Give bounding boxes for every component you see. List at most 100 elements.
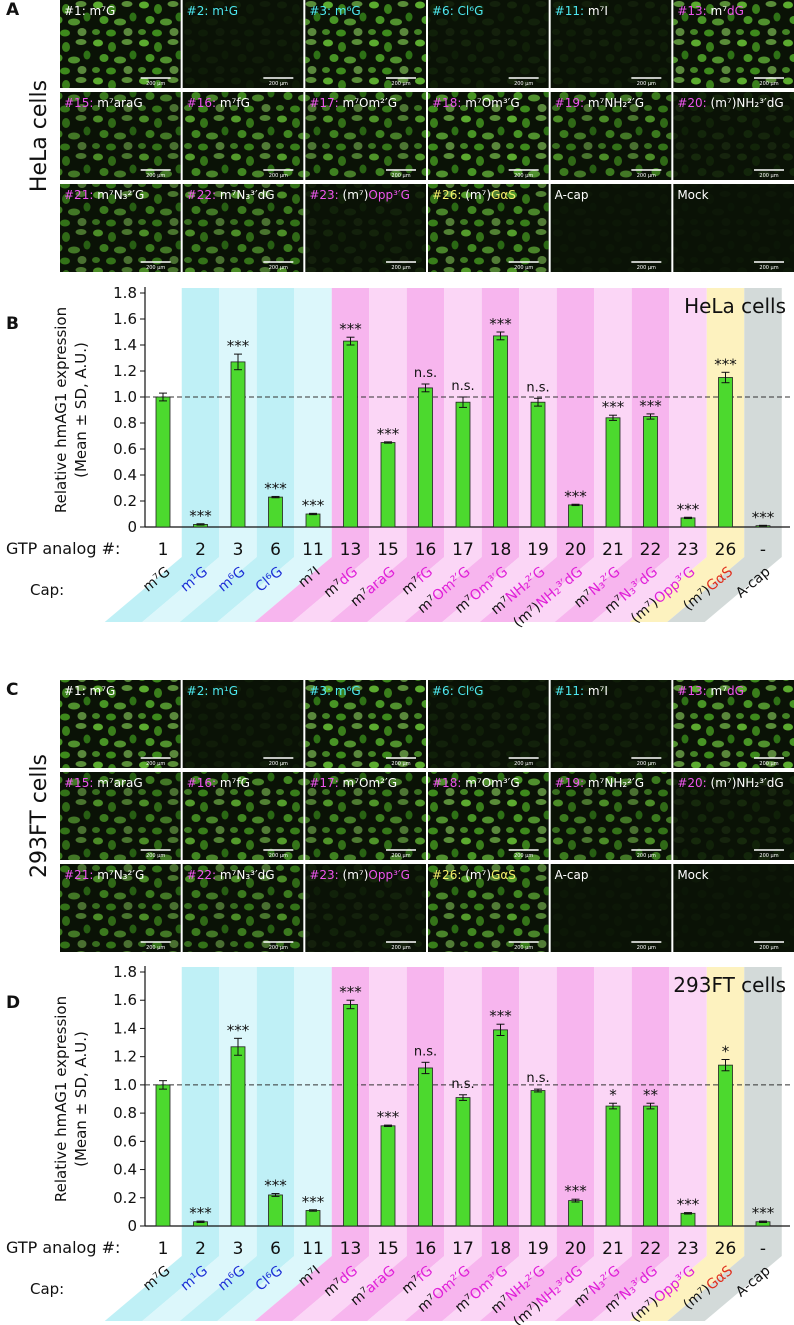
tile-label: #11: m⁷I xyxy=(555,684,608,698)
tile-texture xyxy=(428,184,549,272)
x-tick-label: 23 xyxy=(677,1239,699,1259)
label-segment: #22: xyxy=(187,868,216,882)
y-tick-label: 0.2 xyxy=(113,1189,137,1207)
error-bar xyxy=(309,512,317,516)
y-tick-label: 1.6 xyxy=(113,310,137,328)
scale-bar-label: 200 μm xyxy=(637,945,656,951)
bar xyxy=(343,340,358,528)
bar xyxy=(455,1097,471,1227)
label-segment: m⁷fG xyxy=(216,776,250,790)
label-segment: #18: xyxy=(432,96,461,110)
tile-texture xyxy=(305,772,426,860)
y-tick-label: 0.8 xyxy=(113,414,137,432)
significance-label: n.s. xyxy=(451,1077,474,1092)
micrograph-tile: #1: m⁷G 200 μm xyxy=(60,0,181,88)
label-segment: #19: xyxy=(555,96,584,110)
x-tick-label: 22 xyxy=(640,1239,662,1259)
label-segment: #13: xyxy=(677,4,706,18)
x-tick-label: 6 xyxy=(270,540,281,560)
x-tick-label: 1 xyxy=(158,540,169,560)
tile-texture xyxy=(428,772,549,860)
label-segment: m⁷I xyxy=(584,684,608,698)
label-segment: Mock xyxy=(677,188,708,202)
x-tick-label: 16 xyxy=(415,1239,437,1259)
tile-texture xyxy=(550,184,672,272)
tile-texture xyxy=(305,864,426,952)
chart-title: 293FT cells xyxy=(673,973,786,997)
bar xyxy=(530,401,546,528)
tile-label: #17: m⁷Om²′G xyxy=(309,776,397,790)
tile-texture xyxy=(428,92,549,180)
error-bar xyxy=(459,1094,467,1101)
y-tick-label: 0.4 xyxy=(113,1161,137,1179)
tile-label: #18: m⁷Om³′G xyxy=(432,96,520,110)
x-tick-label: 26 xyxy=(715,1239,737,1259)
significance-label: *** xyxy=(602,398,625,416)
micrograph-tile: #21: m⁷N₃²′G 200 μm xyxy=(60,864,181,952)
micrograph-tile: #17: m⁷Om²′G 200 μm xyxy=(305,772,426,860)
x-tick-label: 19 xyxy=(527,1239,549,1259)
tile-label: #13: m⁷dG xyxy=(677,4,744,18)
label-segment: #21: xyxy=(64,188,93,202)
scale-bar-label: 200 μm xyxy=(514,945,533,951)
micrograph-tile: #23: (m⁷)Opp³′G 200 μm xyxy=(305,864,426,952)
label-segment: #16: xyxy=(187,96,216,110)
micrograph-tile: #22: m⁷N₃³′dG 200 μm xyxy=(182,184,304,272)
group-band xyxy=(404,967,520,1321)
group-band xyxy=(667,288,782,622)
label-segment: #6: Cl⁶G xyxy=(432,4,483,18)
micrograph-tile: #13: m⁷dG 200 μm xyxy=(673,0,794,88)
significance-label: *** xyxy=(564,1182,587,1200)
group-band xyxy=(329,288,445,622)
tile-texture xyxy=(305,184,426,272)
tile-label: #16: m⁷fG xyxy=(187,96,250,110)
micrograph-tile: A-cap 200 μm xyxy=(550,864,672,952)
chart-title: HeLa cells xyxy=(684,294,786,318)
group-band xyxy=(554,967,670,1321)
significance-label: *** xyxy=(227,337,250,355)
label-segment: m⁷N₃³′dG xyxy=(216,188,275,202)
bar xyxy=(230,1046,246,1227)
bar xyxy=(343,1004,358,1227)
cap-row-label: Cap: xyxy=(30,581,64,599)
label-segment: m⁷araG xyxy=(93,776,142,790)
tile-label: #11: m⁷I xyxy=(555,4,608,18)
y-tick-label: 1.0 xyxy=(113,388,137,406)
x-row-label: GTP analog #: xyxy=(6,539,120,558)
y-tick-label: 1.0 xyxy=(113,1076,137,1094)
label-segment: #20: xyxy=(677,776,706,790)
bar xyxy=(680,1212,696,1227)
micrograph-tile: A-cap 200 μm xyxy=(550,184,672,272)
tile-texture xyxy=(428,680,549,768)
label-segment: m⁷araG xyxy=(93,96,142,110)
significance-label: *** xyxy=(489,315,512,333)
tile-texture xyxy=(60,772,181,860)
bar xyxy=(718,1064,733,1227)
scale-bar-label: 200 μm xyxy=(146,761,165,767)
scale-bar-label: 200 μm xyxy=(391,81,410,87)
tile-label: Mock xyxy=(677,188,708,202)
error-bar xyxy=(534,397,542,407)
label-segment: #26: xyxy=(432,868,461,882)
y-tick-label: 1.8 xyxy=(113,284,137,302)
bar xyxy=(568,1200,583,1227)
label-segment: GαS xyxy=(491,868,516,882)
scale-bar-label: 200 μm xyxy=(759,265,778,271)
bar xyxy=(718,377,733,528)
x-tick-label: 17 xyxy=(452,1239,474,1259)
significance-label: *** xyxy=(339,320,362,338)
error-bar xyxy=(234,353,242,371)
tile-texture xyxy=(182,0,304,88)
tile-label: #1: m⁷G xyxy=(64,4,115,18)
bar xyxy=(643,416,658,528)
x-tick-label: 23 xyxy=(677,540,699,560)
tile-texture xyxy=(428,864,549,952)
y-tick-label: 0.6 xyxy=(113,1132,137,1150)
panel-letter: C xyxy=(6,680,18,700)
label-segment: m⁷N₃³′dG xyxy=(216,868,275,882)
scale-bar-label: 200 μm xyxy=(759,81,778,87)
label-segment: m⁷Om²′G xyxy=(339,96,397,110)
label-segment: A-cap xyxy=(555,868,589,882)
tile-texture xyxy=(305,680,426,768)
significance-label: *** xyxy=(339,983,362,1001)
